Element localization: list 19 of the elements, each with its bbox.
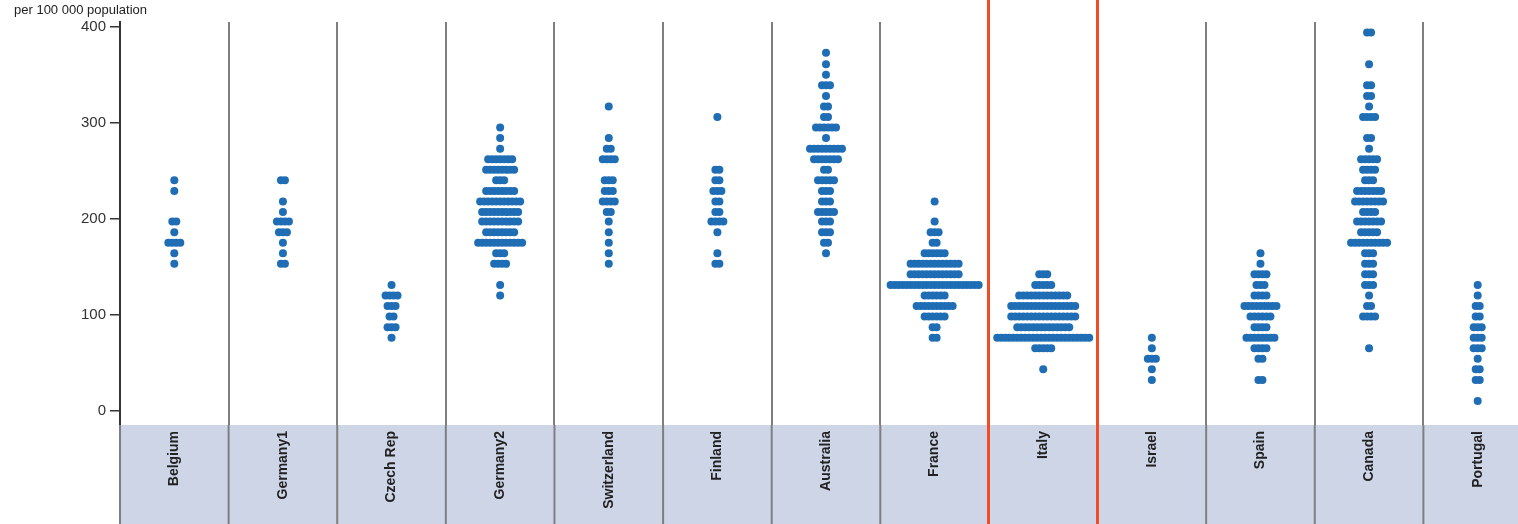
x-tick-label: Czech Rep bbox=[382, 431, 399, 503]
x-tick-label: France bbox=[925, 430, 942, 477]
x-tick-label: Germany2 bbox=[491, 430, 508, 500]
x-tick-label: Spain bbox=[1251, 431, 1268, 470]
x-tick-label: Finland bbox=[708, 431, 725, 481]
y-tick-label: 100 bbox=[80, 304, 106, 322]
y-axis-title: per 100 000 population bbox=[14, 2, 148, 18]
x-tick-label: Canada bbox=[1359, 430, 1376, 482]
y-tick-label: 300 bbox=[80, 112, 106, 130]
y-tick-label: 400 bbox=[80, 16, 106, 34]
y-tick-label: 200 bbox=[80, 208, 106, 226]
x-tick-label: Belgium bbox=[165, 431, 182, 487]
x-tick-label: Germany1 bbox=[273, 430, 290, 500]
x-tick-label: Switzerland bbox=[599, 431, 616, 509]
x-tick-label: Australia bbox=[816, 430, 833, 491]
x-tick-label: Israel bbox=[1142, 431, 1159, 468]
y-tick-label: 0 bbox=[97, 400, 106, 418]
x-tick-label: Italy bbox=[1034, 430, 1051, 460]
x-tick-label: Portugal bbox=[1468, 431, 1485, 488]
